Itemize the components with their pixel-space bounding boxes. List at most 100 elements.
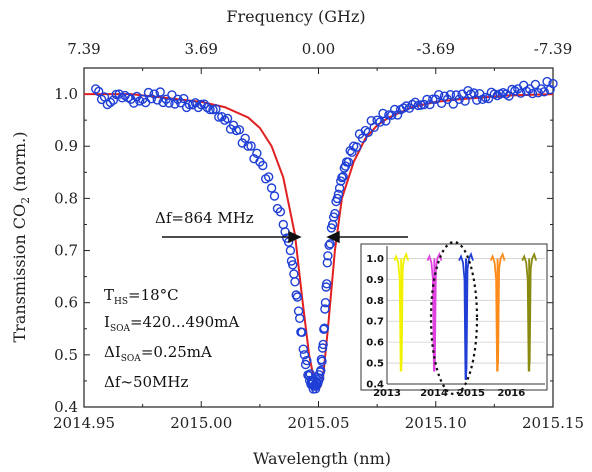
linewidth-arrows [162, 230, 408, 244]
inset-frame [360, 243, 548, 391]
data-point [463, 85, 473, 96]
y-axis-title: Transmission CO2 (norm.) [10, 131, 32, 342]
y-tick-label: 0.8 [54, 189, 78, 207]
inset-x-tick-label: 2013 [373, 388, 401, 399]
data-point [320, 304, 330, 314]
data-point [288, 260, 298, 270]
data-point [334, 183, 345, 193]
data-point [317, 356, 327, 366]
data-point [410, 97, 420, 108]
data-point [292, 292, 303, 302]
data-point [246, 141, 256, 151]
y-tick-label: 0.9 [54, 137, 78, 155]
data-point [266, 183, 277, 193]
inset-y-tick-label: 0.4 [366, 380, 384, 391]
data-point [96, 94, 107, 105]
inset-y-tick-labels: 1.0 0.9 0.8 0.7 0.6 0.5 0.4 [366, 254, 384, 391]
data-point [363, 127, 373, 138]
top-axis-title: Frequency (GHz) [226, 7, 365, 26]
data-point [258, 160, 268, 171]
top-tick-label: 3.69 [185, 40, 218, 58]
y-tick-label: 0.4 [54, 398, 78, 416]
data-point [527, 88, 538, 99]
inset-x-tick-label: 2016 [497, 388, 525, 399]
data-point [108, 95, 119, 105]
data-point [322, 258, 332, 268]
data-point [252, 148, 262, 159]
data-point [542, 76, 552, 87]
data-point [164, 98, 174, 108]
data-point [205, 104, 215, 115]
data-point [234, 125, 245, 135]
data-point [181, 102, 192, 113]
data-point [510, 86, 520, 96]
data-point [158, 97, 168, 108]
data-point [315, 367, 325, 377]
data-point [275, 207, 286, 217]
data-point [152, 95, 163, 105]
data-point [392, 110, 403, 120]
marker-layer [90, 76, 558, 394]
data-point [105, 97, 116, 108]
data-point [530, 79, 541, 90]
data-point [451, 90, 461, 100]
inset-y-tick-label: 0.6 [366, 338, 384, 349]
data-point [237, 138, 248, 148]
data-point [117, 93, 127, 103]
data-point [351, 142, 362, 152]
y-tick-label: 0.6 [54, 294, 78, 312]
data-point [99, 92, 110, 102]
data-point [343, 157, 354, 167]
inset-y-tick-label: 0.5 [366, 359, 384, 370]
data-point [302, 355, 312, 366]
x-tick-label: 2014.95 [53, 414, 115, 432]
data-point [217, 111, 227, 122]
data-point [322, 279, 332, 289]
inset-highlight-ellipse [429, 240, 479, 396]
data-point [375, 117, 385, 127]
data-point [297, 327, 307, 337]
data-point [323, 251, 333, 261]
data-point [448, 99, 458, 109]
data-point [325, 239, 335, 249]
data-point [178, 93, 189, 104]
data-point [318, 339, 328, 350]
data-point [333, 189, 344, 200]
top-tick-label: -3.69 [417, 40, 455, 58]
inset-y-tick-label: 0.7 [366, 317, 384, 328]
inset-x-tick-labels: 2013 2014 2015 2016 [373, 388, 525, 399]
data-point [167, 90, 177, 100]
data-point [202, 102, 212, 113]
data-point [315, 373, 325, 383]
parameter-line: ΔISOA=0.25mA [104, 343, 212, 364]
y-tick-label: 0.5 [54, 346, 78, 364]
data-point [317, 343, 328, 353]
data-point [319, 323, 330, 333]
data-point [222, 113, 233, 124]
data-point [390, 104, 400, 115]
x-tick-label: 2015.00 [170, 414, 232, 432]
inset-x-tick-label: 2015 [457, 388, 485, 399]
x-tick-label: 2015.05 [287, 414, 349, 432]
data-point [240, 133, 250, 144]
y-tick-label: 0.7 [54, 242, 78, 260]
data-point [290, 277, 300, 287]
data-point [90, 84, 101, 94]
axis-ticks [83, 68, 554, 408]
data-point [155, 87, 165, 97]
parameter-line: THS=18°C [104, 286, 179, 307]
data-point [369, 122, 379, 133]
inset-y-tick-label: 1.0 [366, 254, 384, 265]
data-point [326, 223, 337, 233]
data-point [404, 103, 415, 113]
data-point [330, 208, 340, 219]
data-point [289, 269, 299, 279]
data-point [310, 384, 321, 394]
data-point [434, 89, 444, 100]
inset-series [393, 251, 538, 380]
data-point [123, 92, 133, 103]
data-point [347, 147, 357, 158]
data-point [539, 87, 549, 97]
data-point [184, 99, 195, 110]
